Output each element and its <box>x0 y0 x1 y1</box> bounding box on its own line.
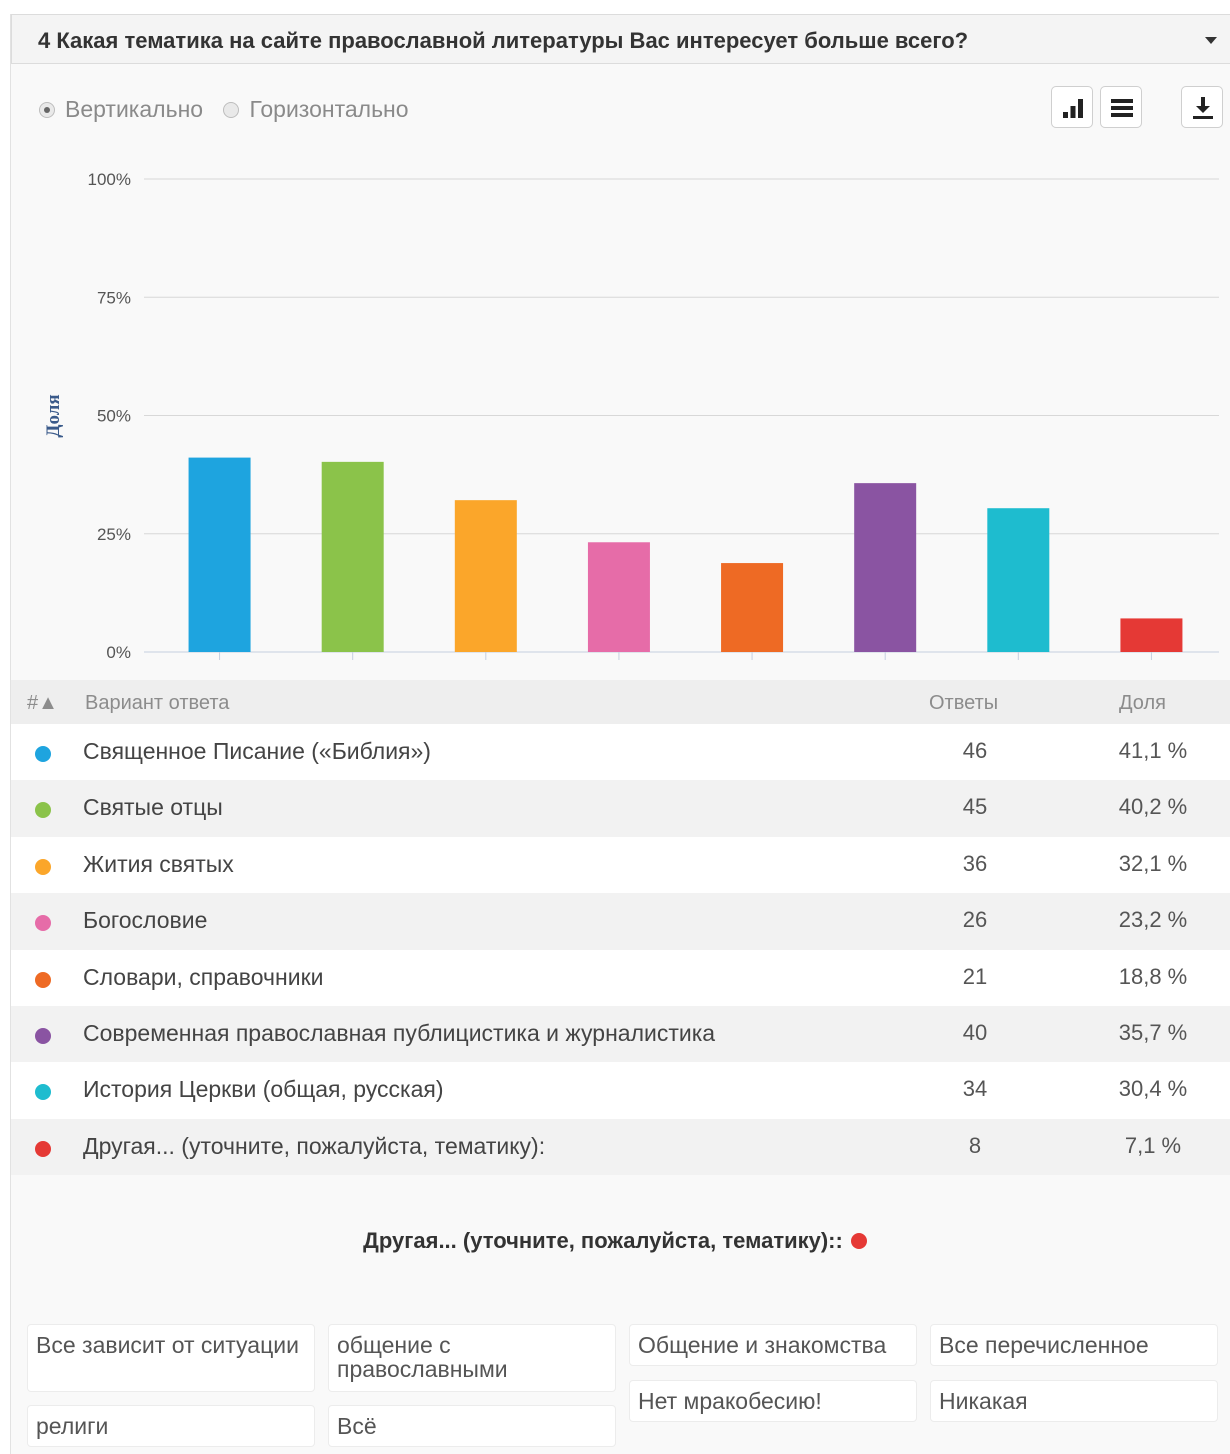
other-answer-chip: общение с православными <box>328 1324 616 1392</box>
other-answer-chip: Нет мракобесию! <box>629 1380 917 1422</box>
answer-share: 35,7 % <box>1118 1019 1188 1045</box>
radio-vertical-label: Вертикально <box>65 96 204 122</box>
bar <box>987 508 1050 652</box>
bar-chart: 0% 25% 50% 75% 100% Доля <box>43 170 1219 662</box>
series-color-dot-icon <box>35 1084 51 1101</box>
bar-chart-icon <box>1063 99 1083 118</box>
orientation-radio-group: Вертикально Горизонтально <box>39 96 423 124</box>
answer-count: 45 <box>962 794 988 820</box>
other-answer-chip: Все зависит от ситуации <box>27 1324 315 1392</box>
answers-header[interactable]: Ответы <box>929 692 999 714</box>
table-row: Жития святых 36 32,1 % <box>11 836 1230 894</box>
option-label: Священное Писание («Библия») <box>83 738 431 764</box>
table-view-button[interactable] <box>1100 86 1142 128</box>
bar <box>854 483 917 652</box>
answer-share: 32,1 % <box>1118 850 1188 876</box>
option-label: Словари, справочники <box>83 963 324 990</box>
download-button[interactable] <box>1181 86 1223 128</box>
table-row: Словари, справочники 21 18,8 % <box>11 949 1230 1006</box>
option-label: Богословие <box>83 907 208 934</box>
caret-down-icon[interactable] <box>1205 37 1217 44</box>
results-panel: 4 Какая тематика на сайте православной л… <box>10 14 1230 1454</box>
table-row: Святые отцы 45 40,2 % <box>11 780 1230 837</box>
series-color-dot-icon <box>35 802 51 819</box>
answer-share: 30,4 % <box>1118 1076 1188 1102</box>
answer-share: 23,2 % <box>1118 907 1188 933</box>
radio-horizontal-label: Горизонтально <box>249 96 409 122</box>
table-row: Священное Писание («Библия») 46 41,1 % <box>11 724 1230 781</box>
download-icon <box>1193 97 1213 119</box>
answer-count: 21 <box>962 963 988 989</box>
other-answer-chip: Общение и знакомства <box>629 1324 917 1366</box>
radio-vertical[interactable]: Вертикально <box>39 96 203 123</box>
table-row: История Церкви (общая, русская) 34 30,4 % <box>11 1062 1230 1119</box>
answer-count: 36 <box>962 850 988 876</box>
answer-share: 7,1 % <box>1124 1132 1182 1158</box>
share-header[interactable]: Доля <box>1119 692 1166 714</box>
answer-count: 46 <box>962 738 988 763</box>
series-color-dot-icon <box>35 1027 51 1044</box>
option-label: Святые отцы <box>83 794 223 821</box>
series-color-dot-icon <box>35 1140 51 1157</box>
y-tick-label: 100% <box>88 170 131 189</box>
y-tick-label: 75% <box>97 288 131 307</box>
option-label: Жития святых <box>83 850 234 877</box>
bar <box>454 500 517 652</box>
other-answer-chip: Всё <box>328 1405 616 1447</box>
table-row: Другая... (уточните, пожалуйста, тематик… <box>11 1118 1230 1176</box>
bar <box>188 457 251 652</box>
other-answer-chip: религи <box>27 1405 315 1447</box>
answer-count: 40 <box>962 1019 988 1045</box>
series-color-dot-icon <box>35 858 51 875</box>
option-label: История Церкви (общая, русская) <box>83 1076 444 1103</box>
answer-share: 40,2 % <box>1118 794 1188 820</box>
series-color-dot-icon <box>35 746 51 762</box>
answer-share: 18,8 % <box>1118 963 1188 989</box>
table-row: Современная православная публицистика и … <box>11 1005 1230 1063</box>
y-axis-label: Доля <box>43 394 64 437</box>
other-answers-title-text: Другая... (уточните, пожалуйста, тематик… <box>363 1228 843 1253</box>
other-answers-title: Другая... (уточните, пожалуйста, тематик… <box>0 1228 1230 1254</box>
question-header[interactable]: 4 Какая тематика на сайте православной л… <box>11 14 1230 64</box>
y-tick-label: 50% <box>97 407 131 426</box>
table-header: #▲ Вариант ответа Ответы Доля <box>11 680 1230 724</box>
option-header[interactable]: Вариант ответа <box>85 692 230 714</box>
answer-count: 34 <box>962 1076 988 1102</box>
bar <box>321 461 384 652</box>
radio-unchecked-icon[interactable] <box>223 101 240 118</box>
other-answer-chip: Никакая <box>930 1380 1218 1422</box>
series-color-dot-icon <box>35 971 51 988</box>
table-list-icon <box>1111 99 1133 117</box>
bar <box>721 563 784 652</box>
y-tick-label: 25% <box>97 525 131 544</box>
radio-horizontal[interactable]: Горизонтально <box>223 96 409 123</box>
table-row: Богословие 26 23,2 % <box>11 893 1230 950</box>
answer-count: 26 <box>962 907 988 933</box>
bar-chart-button[interactable] <box>1051 86 1093 128</box>
series-color-dot-icon <box>35 915 51 932</box>
other-answer-chip: Все перечисленное <box>930 1324 1218 1366</box>
red-dot-icon <box>850 1233 867 1249</box>
option-label: Современная православная публицистика и … <box>83 1019 716 1046</box>
bar <box>587 542 650 652</box>
answer-count: 8 <box>968 1132 982 1158</box>
question-title: 4 Какая тематика на сайте православной л… <box>38 28 969 53</box>
results-table: Священное Писание («Библия») 46 41,1 % Свят… <box>11 724 1230 1176</box>
radio-checked-icon[interactable] <box>39 101 55 118</box>
sort-number-header[interactable]: #▲ <box>27 692 58 714</box>
answer-share: 41,1 % <box>1118 738 1188 763</box>
bar <box>1120 618 1183 652</box>
option-label: Другая... (уточните, пожалуйста, тематик… <box>83 1132 546 1159</box>
y-tick-label: 0% <box>106 643 131 662</box>
